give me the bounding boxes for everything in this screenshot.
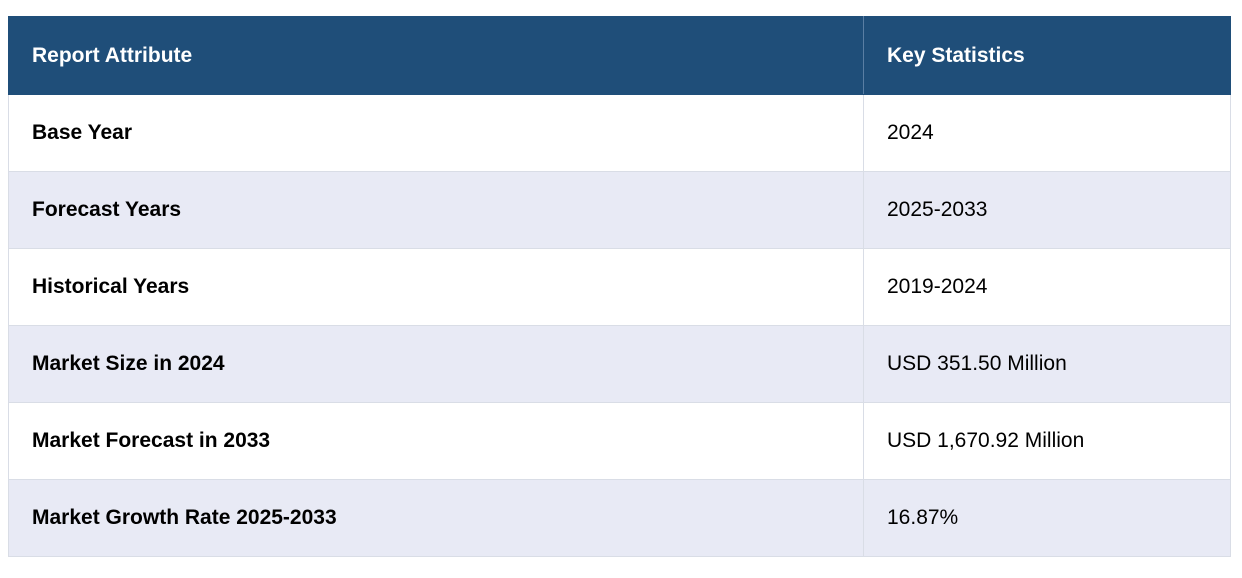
row-attribute-base-year: Base Year — [8, 94, 864, 172]
header-report-attribute: Report Attribute — [8, 16, 864, 95]
table-row: Historical Years 2019-2024 — [8, 248, 1231, 326]
row-attribute-growth-rate: Market Growth Rate 2025-2033 — [8, 479, 864, 557]
table-row: Market Size in 2024 USD 351.50 Million — [8, 325, 1231, 403]
row-attribute-market-forecast: Market Forecast in 2033 — [8, 402, 864, 480]
table-row: Market Growth Rate 2025-2033 16.87% — [8, 479, 1231, 557]
table-row: Market Forecast in 2033 USD 1,670.92 Mil… — [8, 402, 1231, 480]
row-attribute-market-size: Market Size in 2024 — [8, 325, 864, 403]
row-attribute-historical-years: Historical Years — [8, 248, 864, 326]
header-row: Report Attribute Key Statistics — [8, 16, 1231, 95]
header-key-statistics: Key Statistics — [863, 16, 1231, 95]
row-value-base-year: 2024 — [863, 94, 1231, 172]
row-value-forecast-years: 2025-2033 — [863, 171, 1231, 249]
row-value-historical-years: 2019-2024 — [863, 248, 1231, 326]
table-row: Forecast Years 2025-2033 — [8, 171, 1231, 249]
row-value-market-forecast: USD 1,670.92 Million — [863, 402, 1231, 480]
report-attributes-table: Report Attribute Key Statistics Base Yea… — [8, 16, 1231, 557]
table-header: Report Attribute Key Statistics — [8, 16, 1231, 95]
row-value-growth-rate: 16.87% — [863, 479, 1231, 557]
row-value-market-size: USD 351.50 Million — [863, 325, 1231, 403]
row-attribute-forecast-years: Forecast Years — [8, 171, 864, 249]
table-body: Base Year 2024 Forecast Years 2025-2033 … — [8, 94, 1231, 557]
table-row: Base Year 2024 — [8, 94, 1231, 172]
